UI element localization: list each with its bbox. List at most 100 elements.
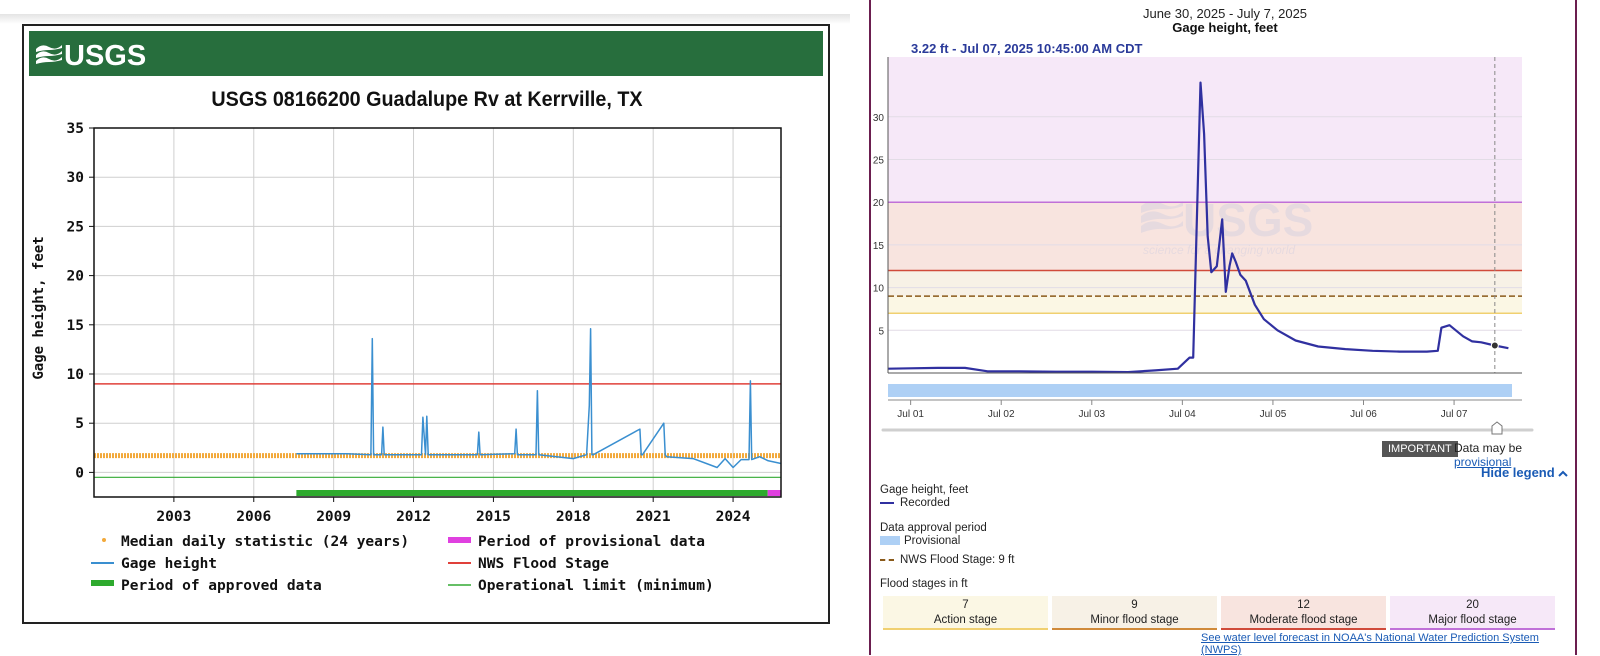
legend-approved-label: Period of approved data bbox=[121, 578, 322, 594]
x-tick-label: 2021 bbox=[636, 509, 671, 525]
x-tick-label: 2006 bbox=[236, 509, 271, 525]
important-badge: IMPORTANT bbox=[1382, 441, 1458, 457]
provisional-notice: Data may be provisional bbox=[1454, 441, 1575, 469]
x-tick-label: Jul 06 bbox=[1350, 409, 1377, 420]
x-tick-label: 2015 bbox=[476, 509, 511, 525]
x-tick-label: Jul 03 bbox=[1078, 409, 1105, 420]
panel-shadow bbox=[0, 14, 850, 24]
nwps-forecast-link[interactable]: See water level forecast in NOAA's Natio… bbox=[1201, 632, 1539, 656]
legend-provisional-label: Provisional bbox=[904, 535, 961, 547]
legend-nws-swatch bbox=[880, 558, 894, 561]
stage-band-2 bbox=[888, 270, 1522, 297]
reference-lines bbox=[94, 383, 781, 478]
usgs-long-term-chart-panel: USGS USGS 08166200 Guadalupe Rv at Kerrv… bbox=[22, 24, 830, 624]
flood-stage-label: Minor flood stage bbox=[1090, 614, 1179, 626]
slider-handle[interactable] bbox=[1491, 421, 1503, 435]
legend-provisional-label: Period of provisional data bbox=[478, 534, 705, 550]
legend-series-heading: Gage height, feet bbox=[880, 484, 969, 496]
provisional-period-bar bbox=[767, 490, 781, 496]
flood-stage-label: Moderate flood stage bbox=[1249, 614, 1358, 626]
legend-nws-label: NWS Flood Stage bbox=[478, 556, 609, 572]
approved-period-bar bbox=[296, 490, 768, 496]
x-tick-label: Jul 02 bbox=[988, 409, 1015, 420]
x-tick-label: Jul 05 bbox=[1260, 409, 1287, 420]
flood-stage-label: Action stage bbox=[933, 614, 998, 626]
legend-approval-group: Data approval period Provisional bbox=[880, 522, 987, 547]
flood-stage-box: 9 Minor flood stage bbox=[1052, 596, 1217, 630]
x-tick-label: Jul 01 bbox=[897, 409, 924, 420]
legend-oplimit-label: Operational limit (minimum) bbox=[478, 578, 714, 594]
legend-flood-stages-heading: Flood stages in ft bbox=[880, 578, 968, 590]
y-tick-label: 5 bbox=[878, 326, 884, 337]
y-tick-label: 20 bbox=[873, 198, 885, 209]
hover-readout: 3.22 ft - Jul 07, 2025 10:45:00 AM CDT bbox=[911, 41, 1143, 56]
stage-band-1 bbox=[888, 202, 1522, 271]
y-axis-label: Gage height, feet bbox=[31, 236, 47, 379]
stage-band-3 bbox=[888, 296, 1522, 314]
chevron-up-icon bbox=[1558, 470, 1569, 477]
flood-stage-value: 7 bbox=[962, 599, 969, 611]
recent-gage-chart-panel: June 30, 2025 - July 7, 2025 Gage height… bbox=[869, 0, 1577, 656]
legend-provisional-item: Provisional bbox=[880, 535, 987, 547]
x-tick-label: 2024 bbox=[716, 509, 751, 525]
series bbox=[94, 327, 782, 469]
hide-legend-label: Hide legend bbox=[1481, 465, 1555, 480]
provisional-link[interactable]: provisional bbox=[1454, 455, 1512, 469]
flood-stage-value: 20 bbox=[1466, 599, 1479, 611]
y-tick-label: 20 bbox=[67, 269, 84, 285]
long-term-gage-chart: 0 5 10 15 20 25 30 35 2003 2006 2009 2012 2015 2018 20… bbox=[31, 121, 782, 594]
y-tick-label: 15 bbox=[67, 318, 84, 334]
y-tick-label: 10 bbox=[67, 367, 84, 383]
y-tick-label: 30 bbox=[873, 113, 885, 124]
y-tick-label: 10 bbox=[873, 284, 885, 295]
plot-frame bbox=[93, 127, 782, 498]
flood-stage-value: 9 bbox=[1131, 599, 1138, 611]
legend-provisional-swatch bbox=[880, 536, 900, 546]
flood-stage-box: 7 Action stage bbox=[883, 596, 1048, 630]
usgs-logo-text: USGS bbox=[64, 40, 146, 69]
y-tick-label: 25 bbox=[67, 219, 84, 235]
legend-median-marker bbox=[102, 538, 106, 542]
legend-approved-swatch bbox=[91, 580, 114, 586]
legend-series-group: Gage height, feet Recorded bbox=[880, 484, 968, 509]
recorded-series bbox=[887, 81, 1509, 374]
y-tick-label: 25 bbox=[873, 155, 885, 166]
usgs-banner: USGS bbox=[29, 31, 823, 76]
legend-recorded-swatch bbox=[880, 501, 894, 504]
legend-nws-item: NWS Flood Stage: 9 ft bbox=[880, 554, 1014, 566]
x-tick-label: Jul 07 bbox=[1441, 409, 1468, 420]
legend-median-label: Median daily statistic (24 years) bbox=[121, 534, 409, 550]
y-tick-label: 5 bbox=[75, 416, 84, 432]
flood-stage-box: 20 Major flood stage bbox=[1390, 596, 1555, 630]
grid bbox=[94, 127, 781, 497]
usgs-logo-icon: USGS bbox=[36, 40, 146, 69]
legend-nws-label: NWS Flood Stage: 9 ft bbox=[900, 554, 1015, 566]
legend-recorded-label: Recorded bbox=[900, 497, 950, 509]
recent-gage-chart[interactable]: USGS science for a changing world 510152… bbox=[871, 0, 1575, 440]
usgs-wave-mark bbox=[36, 41, 62, 67]
axes: 5 10 15 20 25 30 Jul 01 Jul 02 Jul 03 Jul 04 Jul 0… bbox=[873, 57, 1522, 420]
time-slider[interactable] bbox=[881, 421, 1534, 435]
gage-height-series bbox=[296, 327, 782, 469]
flood-stage-value: 12 bbox=[1297, 599, 1310, 611]
date-range: June 30, 2025 - July 7, 2025 bbox=[1142, 6, 1308, 21]
y-tick-label: 35 bbox=[67, 121, 84, 137]
flood-stage-lines bbox=[888, 201, 1522, 314]
hover-point bbox=[1490, 341, 1499, 350]
watermark-wave-icon bbox=[1141, 201, 1183, 233]
y-tick-label: 30 bbox=[67, 170, 84, 186]
legend-gage-label: Gage height bbox=[121, 556, 217, 572]
series bbox=[887, 57, 1509, 374]
flood-stage-box: 12 Moderate flood stage bbox=[1221, 596, 1386, 630]
axes: 0 5 10 15 20 25 30 35 2003 2006 2009 2012 2015 2018 20… bbox=[67, 121, 782, 525]
legend-recorded-item: Recorded bbox=[880, 497, 968, 509]
chart-subtitle: Gage height, feet bbox=[1172, 20, 1278, 35]
y-tick-label: 0 bbox=[75, 465, 84, 481]
x-tick-label: 2018 bbox=[556, 509, 591, 525]
x-tick-label: 2003 bbox=[156, 509, 191, 525]
provisional-notice-text: Data may be bbox=[1454, 441, 1523, 455]
hide-legend-button[interactable]: Hide legend bbox=[1481, 465, 1569, 480]
x-tick-label: 2009 bbox=[316, 509, 351, 525]
x-tick-label: Jul 04 bbox=[1169, 409, 1196, 420]
provisional-period-bar bbox=[888, 384, 1512, 397]
